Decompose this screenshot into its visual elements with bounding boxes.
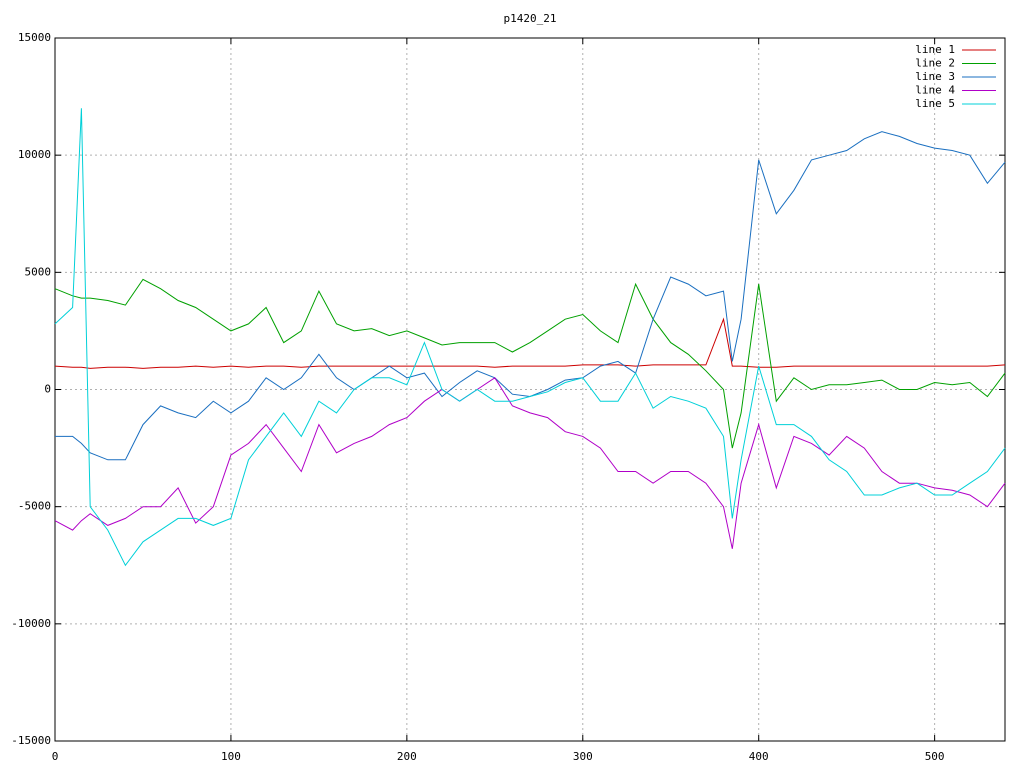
legend-label: line 2 [915, 57, 955, 70]
y-tick-label: 5000 [25, 265, 52, 278]
x-tick-label: 300 [573, 750, 593, 763]
y-tick-label: -15000 [11, 734, 51, 747]
legend-label: line 4 [915, 84, 955, 97]
series-line [54, 377, 1006, 549]
legend-label: line 5 [915, 97, 955, 110]
series-line [54, 108, 1006, 567]
series-line [54, 278, 1006, 449]
x-tick-label: 200 [397, 750, 417, 763]
y-tick-label: -10000 [11, 617, 51, 630]
x-tick-label: 100 [221, 750, 241, 763]
plot-border [54, 37, 1006, 742]
y-tick-label: -5000 [18, 500, 51, 513]
series-line [54, 317, 1006, 369]
legend-label: line 3 [915, 70, 955, 83]
chart-title: p1420_21 [504, 12, 557, 25]
x-tick-label: 0 [52, 750, 59, 763]
y-tick-label: 15000 [18, 31, 51, 44]
y-tick-label: 10000 [18, 148, 51, 161]
y-tick-label: 0 [44, 383, 51, 396]
series-line [55, 131, 1006, 461]
x-tick-label: 400 [749, 750, 769, 763]
x-tick-label: 500 [925, 750, 945, 763]
legend-label: line 1 [915, 43, 955, 56]
